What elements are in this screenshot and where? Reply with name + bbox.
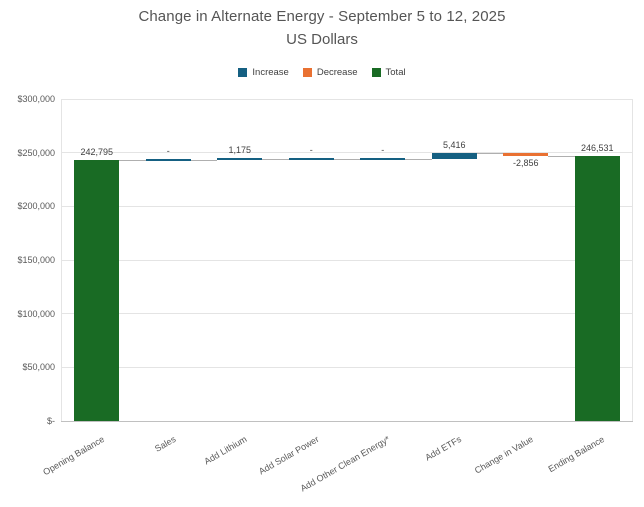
category-label-add-solar-power: Add Solar Power xyxy=(256,434,321,477)
connector-line xyxy=(548,155,575,157)
legend: Increase Decrease Total xyxy=(0,65,644,79)
gridline xyxy=(61,366,633,368)
increase-swatch-icon xyxy=(238,67,248,77)
plot-border xyxy=(61,99,633,422)
bar-add-solar-power[interactable] xyxy=(288,158,334,161)
y-axis-tick-label: $300,000 xyxy=(17,94,55,104)
data-label-ending-balance: 246,531 xyxy=(580,143,614,154)
chart-title: Change in Alternate Energy - September 5… xyxy=(138,8,506,25)
gridline xyxy=(61,205,633,207)
data-label-add-other-clean-energy: - xyxy=(381,145,385,156)
data-label-sales: - xyxy=(166,146,170,157)
bar-add-etfs[interactable] xyxy=(431,153,477,160)
y-axis-tick-label: $200,000 xyxy=(17,201,55,212)
legend-item-total[interactable]: Total xyxy=(371,66,406,78)
bar-ending-balance[interactable] xyxy=(574,156,620,421)
category-label-opening-balance: Opening Balance xyxy=(40,434,106,478)
data-label-opening-balance: 242,795 xyxy=(80,147,114,158)
y-axis-tick-label: $- xyxy=(46,416,55,426)
legend-item-increase[interactable]: Increase xyxy=(238,66,289,78)
category-label-ending-balance: Ending Balance xyxy=(546,434,607,475)
data-label-add-lithium: 1,175 xyxy=(228,145,252,156)
connector-line xyxy=(190,159,218,161)
data-label-change-in-value: -2,856 xyxy=(512,158,539,169)
decrease-swatch-icon xyxy=(302,67,312,77)
legend-label: Increase xyxy=(252,66,289,78)
bar-add-other-clean-energy[interactable] xyxy=(360,158,406,161)
gridline xyxy=(61,259,633,261)
total-swatch-icon xyxy=(371,67,381,77)
category-label-add-etfs: Add ETFs xyxy=(423,434,464,463)
y-axis-tick-label: $250,000 xyxy=(17,147,55,158)
legend-label: Total xyxy=(385,66,406,78)
bar-sales[interactable] xyxy=(145,159,191,162)
bar-change-in-value[interactable] xyxy=(503,153,549,157)
category-label-sales: Sales xyxy=(152,434,178,454)
gridline xyxy=(61,98,633,100)
y-axis-tick-label: $150,000 xyxy=(17,255,55,265)
chart-subtitle: US Dollars xyxy=(286,31,358,48)
x-axis-line xyxy=(61,420,633,422)
connector-line xyxy=(119,159,146,161)
connector-line xyxy=(262,158,289,160)
connector-line xyxy=(333,158,361,160)
gridline xyxy=(61,152,633,154)
data-label-add-solar-power: - xyxy=(309,145,313,156)
category-label-change-in-value: Change in Value xyxy=(472,434,535,476)
y-axis-tick-label: $50,000 xyxy=(22,362,55,373)
gridline xyxy=(61,313,633,315)
connector-line xyxy=(405,158,432,160)
category-label-add-lithium: Add Lithium xyxy=(202,434,249,467)
y-axis-tick-label: $100,000 xyxy=(17,308,55,319)
legend-label: Decrease xyxy=(316,66,358,78)
legend-item-decrease[interactable]: Decrease xyxy=(302,66,358,78)
connector-line xyxy=(476,152,504,154)
bar-opening-balance[interactable] xyxy=(74,160,120,421)
data-label-add-etfs: 5,416 xyxy=(442,140,466,151)
bar-add-lithium[interactable] xyxy=(217,158,263,161)
